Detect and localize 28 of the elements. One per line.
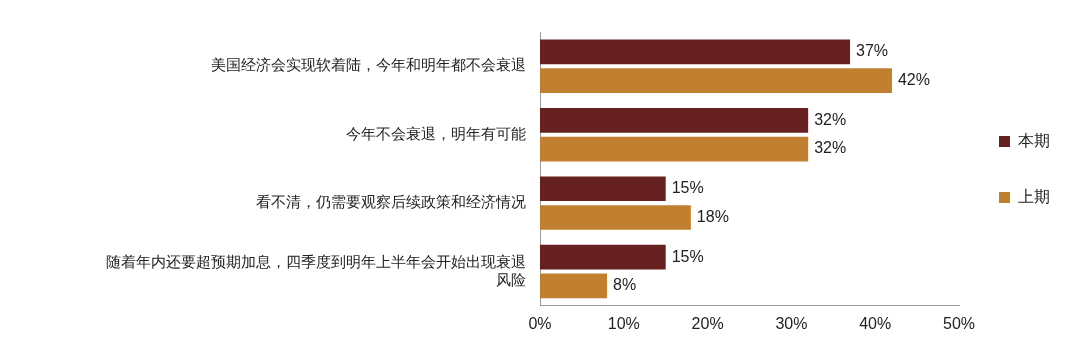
legend-label: 上期 [1018,187,1050,205]
data-label: 15% [671,179,704,197]
legend-label: 本期 [1018,131,1050,149]
x-tick-label: 40% [859,314,892,332]
x-tick-label: 30% [775,314,808,332]
bar [540,244,666,270]
x-tick-label: 0% [528,314,552,332]
data-label: 32% [814,139,847,157]
data-label: 32% [814,110,847,128]
data-label: 42% [897,71,930,89]
x-tick-label: 20% [691,314,724,332]
data-label: 37% [856,42,889,60]
bar [540,176,666,202]
bar [540,205,691,230]
x-tick-label: 50% [942,314,976,332]
y-tick-label: 随着年内还要超预期加息，四季度到明年上半年会开始出现衰退风险 [106,252,526,288]
bar [540,39,851,65]
bar [540,68,892,93]
y-tick-label: 看不清，仍需要观察后续政策和经济情况 [256,193,526,211]
bar [540,107,809,133]
bar [540,273,608,299]
bar [540,136,809,162]
y-tick-label: 美国经济会实现软着陆，今年和明年都不会衰退 [211,56,526,74]
data-label: 15% [671,247,704,265]
x-tick-label: 10% [607,314,640,332]
y-tick-label: 今年不会衰退，明年有可能 [346,124,526,142]
data-label: 18% [696,207,729,225]
data-label: 8% [613,276,637,294]
